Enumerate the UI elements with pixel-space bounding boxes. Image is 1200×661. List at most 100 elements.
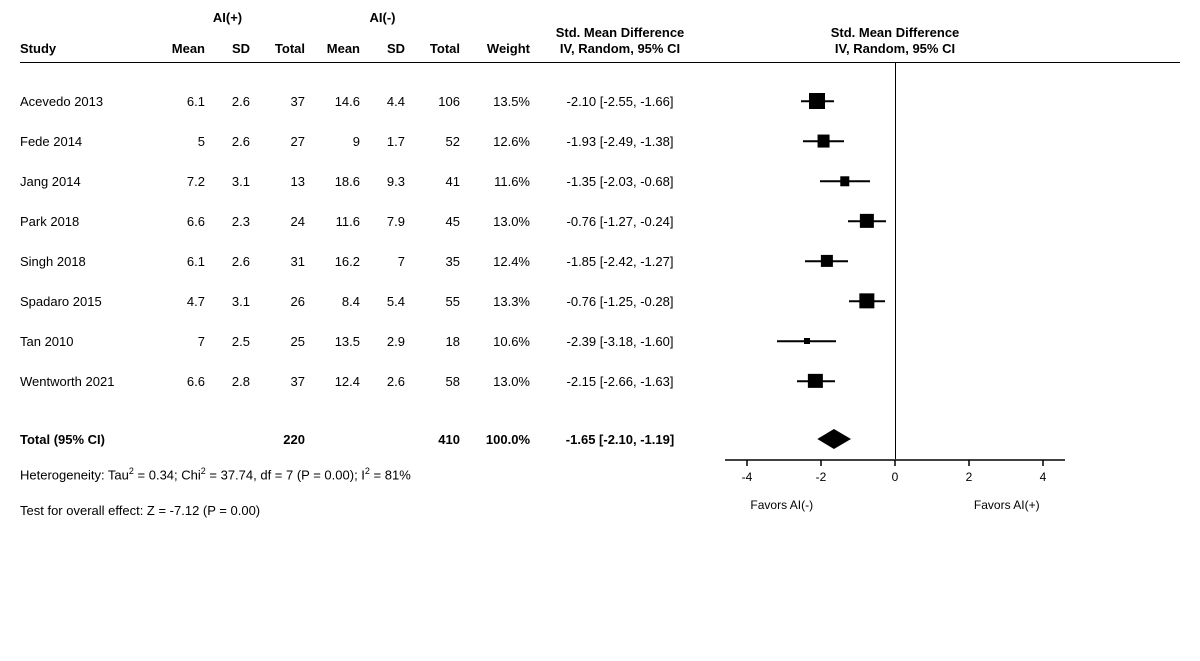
sd2: 5.4 <box>360 294 405 309</box>
sd1: 2.6 <box>205 134 250 149</box>
hdr-weight: Weight <box>460 41 530 56</box>
sd1: 3.1 <box>205 294 250 309</box>
total1: 13 <box>250 174 305 189</box>
point-marker <box>860 214 874 228</box>
sd2: 7.9 <box>360 214 405 229</box>
sd1: 2.6 <box>205 94 250 109</box>
total-row: Total (95% CI) 220 410 100.0% -1.65 [-2.… <box>20 419 1180 459</box>
mean2: 14.6 <box>305 94 360 109</box>
svg-text:0: 0 <box>892 470 899 484</box>
zero-reference-line <box>895 63 896 459</box>
mean2: 18.6 <box>305 174 360 189</box>
total2: 106 <box>405 94 460 109</box>
sd1: 3.1 <box>205 174 250 189</box>
total2: 55 <box>405 294 460 309</box>
hdr-total2: Total <box>405 41 460 56</box>
sd2: 9.3 <box>360 174 405 189</box>
group-header-row: AI(+) AI(-) <box>20 10 1180 25</box>
effect-text: -1.85 [-2.42, -1.27] <box>530 254 710 269</box>
effect-text: -2.15 [-2.66, -1.63] <box>530 374 710 389</box>
total1: 24 <box>250 214 305 229</box>
total2: 35 <box>405 254 460 269</box>
group1-header: AI(+) <box>150 10 305 25</box>
effect-text: -0.76 [-1.25, -0.28] <box>530 294 710 309</box>
favors-left: Favors AI(-) <box>750 498 813 512</box>
weight: 12.6% <box>460 134 530 149</box>
sd1: 2.6 <box>205 254 250 269</box>
study-name: Tan 2010 <box>20 334 150 349</box>
total-label: Total (95% CI) <box>20 432 150 447</box>
hdr-total1: Total <box>250 41 305 56</box>
mean2: 8.4 <box>305 294 360 309</box>
mean1: 6.1 <box>150 254 205 269</box>
point-marker <box>817 135 830 148</box>
mean2: 16.2 <box>305 254 360 269</box>
study-rows: Acevedo 2013 6.1 2.6 37 14.6 4.4 106 13.… <box>20 81 1180 459</box>
weight: 12.4% <box>460 254 530 269</box>
total1: 25 <box>250 334 305 349</box>
mean1: 7 <box>150 334 205 349</box>
sd1: 2.3 <box>205 214 250 229</box>
mean2: 13.5 <box>305 334 360 349</box>
mean1: 6.6 <box>150 374 205 389</box>
hdr-sd1: SD <box>205 41 250 56</box>
svg-text:2: 2 <box>966 470 973 484</box>
mean1: 7.2 <box>150 174 205 189</box>
effect-text: -2.10 [-2.55, -1.66] <box>530 94 710 109</box>
sd2: 7 <box>360 254 405 269</box>
study-row: Fede 2014 5 2.6 27 9 1.7 52 12.6% -1.93 … <box>20 121 1180 161</box>
mean2: 11.6 <box>305 214 360 229</box>
mean1: 5 <box>150 134 205 149</box>
total2: 52 <box>405 134 460 149</box>
study-name: Spadaro 2015 <box>20 294 150 309</box>
x-axis: -4-2024 <box>710 459 1080 489</box>
study-row: Spadaro 2015 4.7 3.1 26 8.4 5.4 55 13.3%… <box>20 281 1180 321</box>
total2: 58 <box>405 374 460 389</box>
total-n2: 410 <box>405 432 460 447</box>
svg-text:-4: -4 <box>742 470 753 484</box>
mean1: 6.6 <box>150 214 205 229</box>
total-effect: -1.65 [-2.10, -1.19] <box>530 432 710 447</box>
study-name: Park 2018 <box>20 214 150 229</box>
effect-text: -0.76 [-1.27, -0.24] <box>530 214 710 229</box>
forest-plot: AI(+) AI(-) Study Mean SD Total Mean SD … <box>20 10 1180 518</box>
header-rule <box>20 62 1180 63</box>
study-name: Singh 2018 <box>20 254 150 269</box>
total2: 41 <box>405 174 460 189</box>
study-name: Fede 2014 <box>20 134 150 149</box>
sd2: 2.6 <box>360 374 405 389</box>
weight: 11.6% <box>460 174 530 189</box>
weight: 13.3% <box>460 294 530 309</box>
total1: 31 <box>250 254 305 269</box>
group2-header: AI(-) <box>305 10 460 25</box>
mean2: 9 <box>305 134 360 149</box>
mean2: 12.4 <box>305 374 360 389</box>
study-name: Jang 2014 <box>20 174 150 189</box>
total1: 37 <box>250 374 305 389</box>
point-marker <box>809 93 825 109</box>
study-row: Singh 2018 6.1 2.6 31 16.2 7 35 12.4% -1… <box>20 241 1180 281</box>
study-row: Tan 2010 7 2.5 25 13.5 2.9 18 10.6% -2.3… <box>20 321 1180 361</box>
mean1: 6.1 <box>150 94 205 109</box>
sd1: 2.5 <box>205 334 250 349</box>
point-marker <box>820 255 832 267</box>
weight: 13.5% <box>460 94 530 109</box>
effect-text: -1.35 [-2.03, -0.68] <box>530 174 710 189</box>
study-name: Wentworth 2021 <box>20 374 150 389</box>
study-name: Acevedo 2013 <box>20 94 150 109</box>
point-marker <box>859 294 874 309</box>
study-row: Wentworth 2021 6.6 2.8 37 12.4 2.6 58 13… <box>20 361 1180 401</box>
hdr-mean1: Mean <box>150 41 205 56</box>
study-row: Jang 2014 7.2 3.1 13 18.6 9.3 41 11.6% -… <box>20 161 1180 201</box>
sd2: 1.7 <box>360 134 405 149</box>
column-header-row: Study Mean SD Total Mean SD Total Weight… <box>20 25 1180 56</box>
hdr-study: Study <box>20 41 150 56</box>
total1: 27 <box>250 134 305 149</box>
total1: 37 <box>250 94 305 109</box>
total2: 45 <box>405 214 460 229</box>
study-row: Park 2018 6.6 2.3 24 11.6 7.9 45 13.0% -… <box>20 201 1180 241</box>
weight: 13.0% <box>460 214 530 229</box>
total-n1: 220 <box>250 432 305 447</box>
point-marker <box>840 176 849 185</box>
total1: 26 <box>250 294 305 309</box>
